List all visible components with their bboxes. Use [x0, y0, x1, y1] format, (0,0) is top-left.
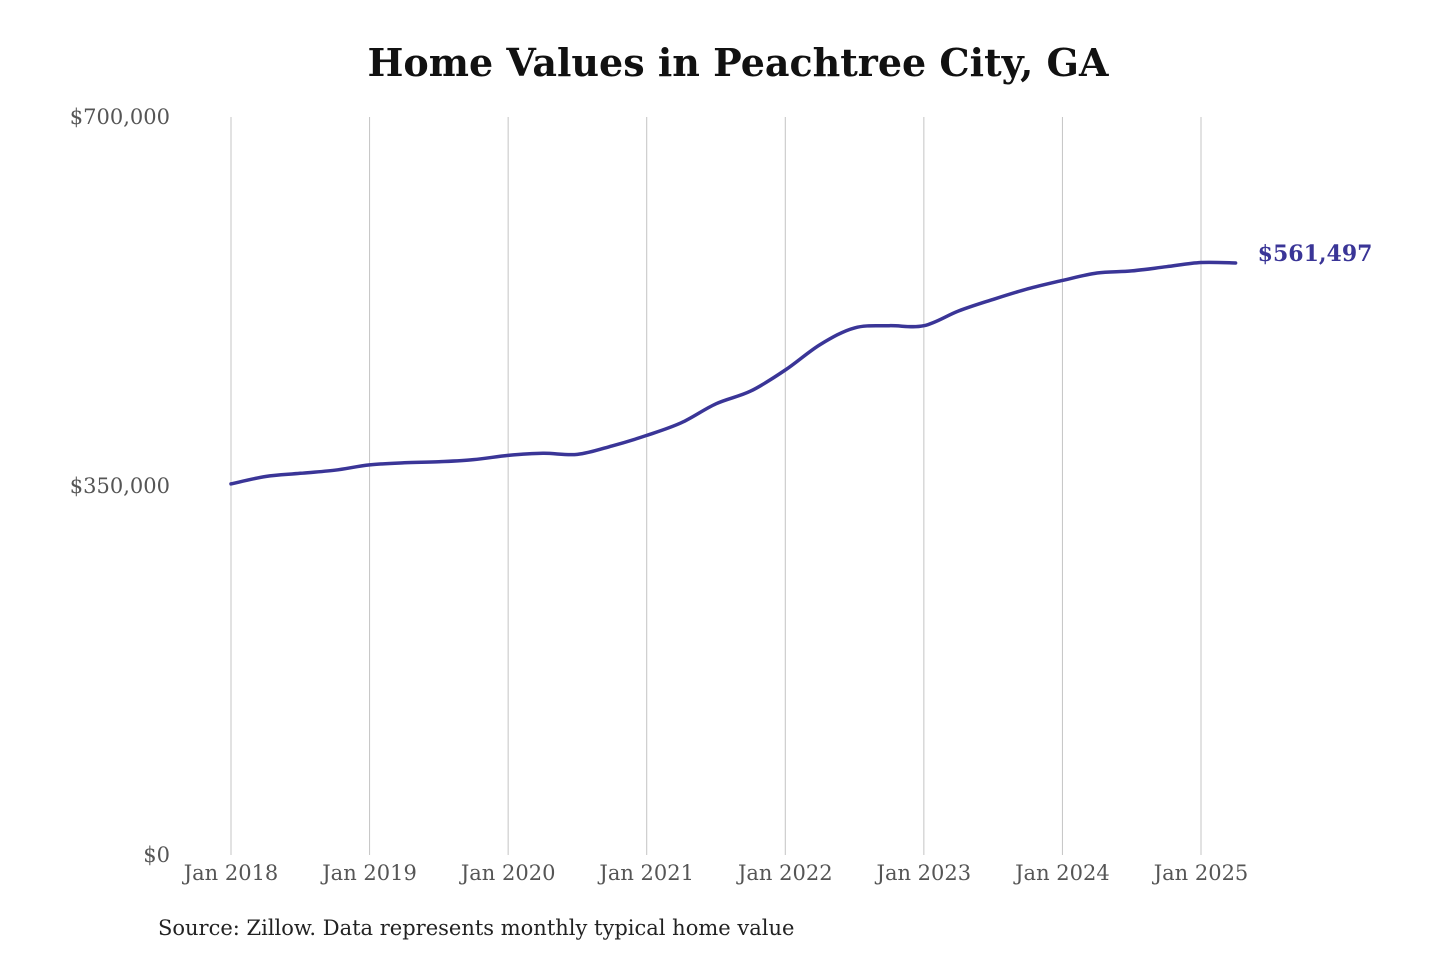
chart-title: Home Values in Peachtree City, GA: [367, 40, 1109, 85]
y-axis-tick-labels: $0 $350,000 $700,000: [70, 105, 170, 867]
x-tick-label: Jan 2020: [459, 861, 556, 885]
x-tick-label: Jan 2019: [320, 861, 417, 885]
x-tick-label: Jan 2024: [1013, 861, 1110, 885]
series-lines: [229, 260, 1238, 486]
end-labels: $561,497: [1258, 241, 1373, 267]
x-tick-label: Jan 2022: [736, 861, 833, 885]
x-tick-label: Jan 2025: [1152, 861, 1249, 885]
x-tick-label: Jan 2021: [597, 861, 694, 885]
series-line: [229, 260, 1238, 486]
end-value-label: $561,497: [1258, 241, 1373, 267]
y-tick-label: $350,000: [70, 474, 170, 498]
x-axis-tick-labels: Jan 2018 Jan 2019 Jan 2020 Jan 2021 Jan 2022…: [182, 861, 1249, 885]
x-tick-label: Jan 2023: [875, 861, 972, 885]
source-note: Source: Zillow. Data represents monthly …: [158, 916, 795, 940]
gridlines: [230, 117, 1202, 855]
x-tick-label: Jan 2018: [182, 861, 279, 885]
y-tick-label: $0: [143, 843, 170, 867]
y-tick-label: $700,000: [70, 105, 170, 129]
